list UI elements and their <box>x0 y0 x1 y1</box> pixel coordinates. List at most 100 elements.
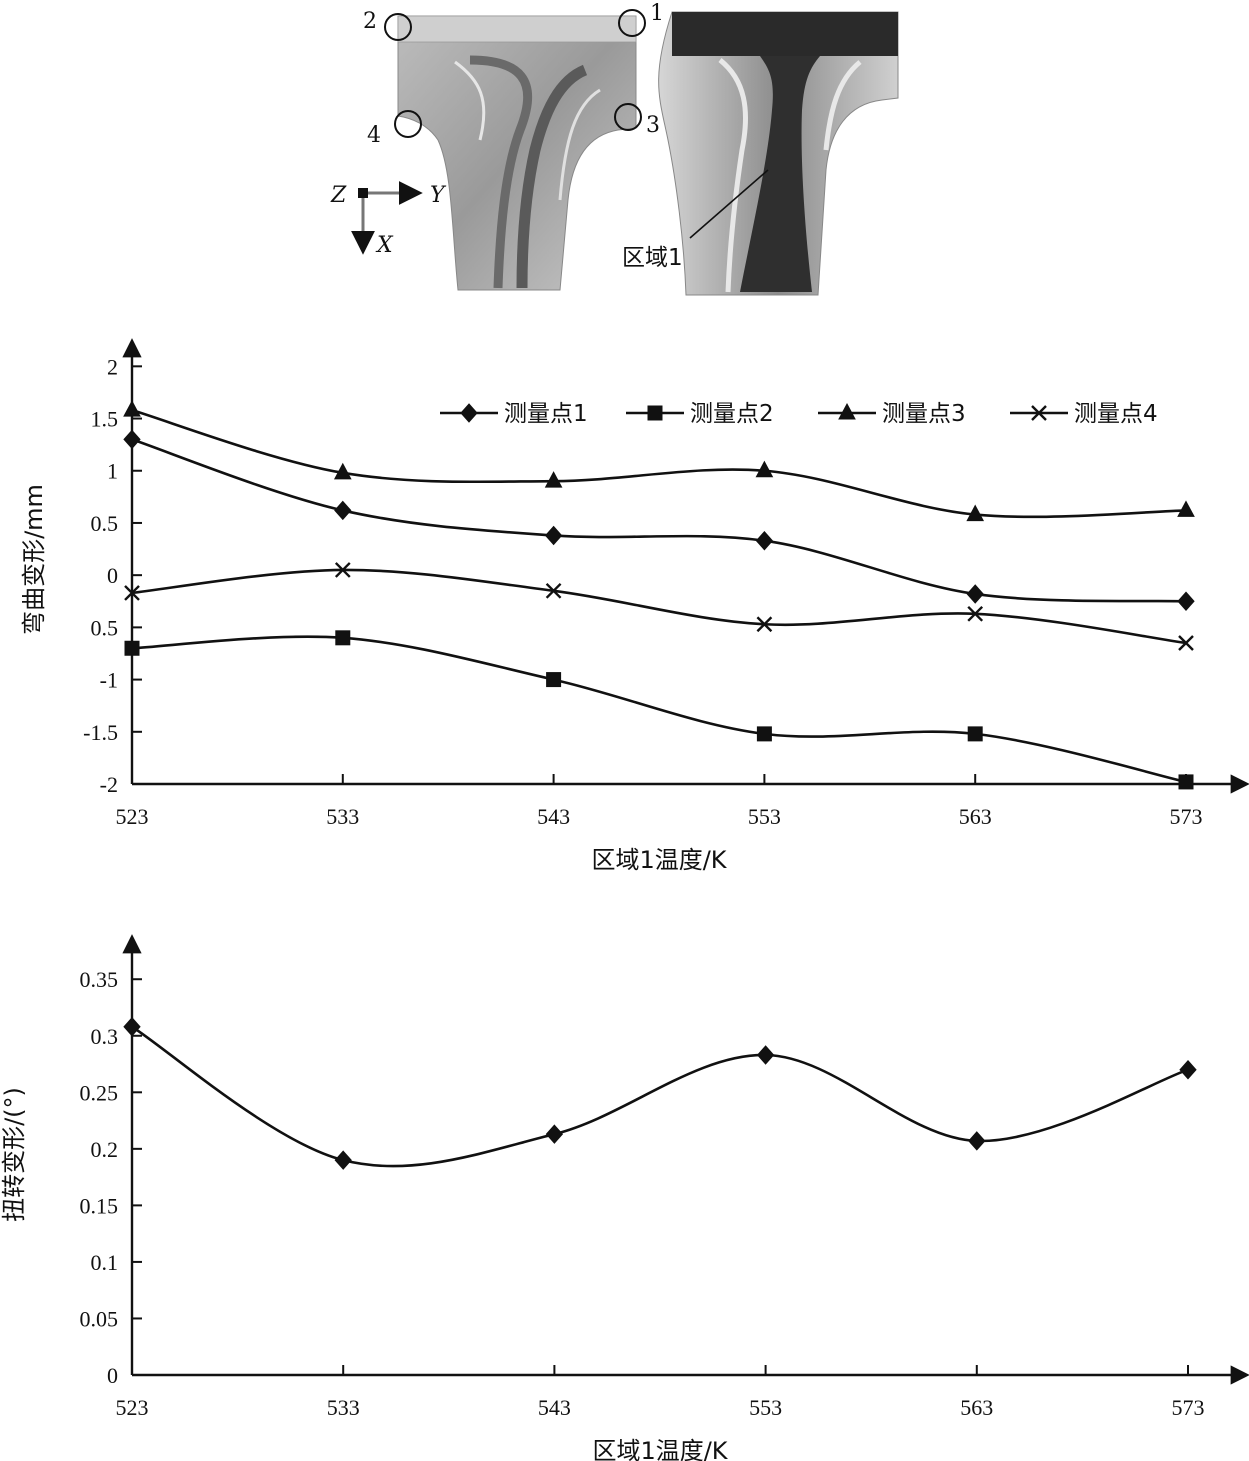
x-axis-title: 区域1温度/K <box>592 1437 728 1461</box>
series-line <box>131 635 1187 784</box>
series-line <box>131 1025 1189 1168</box>
legend-item-2: 测量点2 <box>626 401 774 427</box>
point-marker-2 <box>384 13 412 41</box>
x-tick-label: 553 <box>748 804 781 829</box>
x-marker <box>1031 405 1047 421</box>
x-marker <box>334 562 351 578</box>
y-tick-label: 0 <box>107 563 118 588</box>
series-line <box>131 438 1187 603</box>
diamond-marker <box>334 1150 352 1170</box>
y-tick-label: 0.25 <box>80 1080 119 1105</box>
y-tick-label: -1.5 <box>83 720 118 745</box>
x-tick-label: 543 <box>537 804 570 829</box>
series-2 <box>124 630 1194 790</box>
square-marker <box>124 640 140 656</box>
triangle-marker <box>123 400 141 417</box>
y-tick-label: 0.05 <box>80 1306 119 1331</box>
diamond-marker <box>123 429 141 450</box>
y-tick-label: 0.1 <box>91 1250 119 1275</box>
legend-item-4: 测量点4 <box>1010 401 1158 427</box>
left-component-view <box>397 15 637 291</box>
legend-item-1: 测量点1 <box>440 401 588 427</box>
diamond-marker <box>544 525 563 546</box>
x-tick-label: 543 <box>538 1395 571 1420</box>
x-tick-label: 533 <box>326 804 359 829</box>
x-tick-label: 523 <box>116 1395 149 1420</box>
y-tick-label: 0.5 <box>91 511 119 536</box>
series-1 <box>123 429 1195 612</box>
legend-item-3: 测量点3 <box>818 401 966 427</box>
triangle-marker <box>544 471 563 488</box>
legend-label: 测量点3 <box>882 401 966 427</box>
bending-deformation-chart: 523 533 543 553 563 573 -2 -1.5 -1 0.5 0 0.5 1 1.5 2 区域… <box>20 338 1249 874</box>
diamond-marker <box>756 1045 775 1065</box>
diamond-marker <box>460 403 478 423</box>
diamond-marker <box>123 1016 141 1037</box>
y-tick-label: -2 <box>100 772 118 797</box>
square-marker <box>967 726 983 742</box>
diamond-marker <box>966 584 984 604</box>
region-label: 区域1 <box>622 245 683 271</box>
x-tick-label: 553 <box>749 1395 782 1420</box>
x-tick-label: 533 <box>327 1395 360 1420</box>
y-tick-label: 0.5 <box>91 615 119 640</box>
x-marker <box>756 616 773 633</box>
square-marker <box>647 405 663 421</box>
x-marker <box>1178 635 1194 651</box>
square-marker <box>335 630 351 646</box>
coordinate-axes: Z Y X <box>330 181 447 258</box>
x-tick-label: 523 <box>116 804 149 829</box>
y-axis-title: 扭转变形/(°) <box>0 1087 28 1222</box>
diamond-marker <box>1179 1059 1197 1080</box>
x-tick-label: 563 <box>960 1395 993 1420</box>
series-4 <box>124 562 1194 651</box>
triangle-marker <box>1177 500 1195 517</box>
x-marker <box>124 585 140 601</box>
square-marker <box>756 726 772 742</box>
torsion-deformation-chart: 523 533 543 553 563 573 0 0.05 0.1 0.15 0.2 0.25 0.3… <box>0 934 1249 1461</box>
component-figure: 2 1 4 3 Z Y X 区域1 <box>330 1 899 296</box>
series-line <box>131 408 1187 519</box>
y-tick-label: 1.5 <box>91 407 119 432</box>
legend-label: 测量点4 <box>1074 401 1158 427</box>
point-marker-1 <box>618 9 646 37</box>
y-tick-label: 0.3 <box>91 1024 119 1049</box>
x-tick-label: 563 <box>959 804 992 829</box>
x-marker <box>967 605 984 622</box>
point-label-2: 2 <box>363 9 377 34</box>
x-tick-label: 573 <box>1170 804 1203 829</box>
point-label-3: 3 <box>646 113 660 138</box>
axis-x-label: X <box>375 233 394 258</box>
triangle-marker <box>838 402 856 420</box>
series-line <box>131 568 1187 645</box>
triangle-marker <box>333 462 352 480</box>
y-tick-label: 0.15 <box>80 1193 119 1218</box>
axis-y-label: Y <box>430 183 447 208</box>
axis-z-label: Z <box>330 183 347 208</box>
diamond-marker <box>968 1131 986 1151</box>
diamond-marker <box>755 530 774 551</box>
diamond-marker <box>1177 591 1195 612</box>
diamond-marker <box>545 1124 564 1144</box>
point-marker-4 <box>394 110 422 138</box>
series-1 <box>123 1016 1197 1170</box>
triangle-marker <box>966 504 985 522</box>
point-marker-3 <box>614 103 642 131</box>
y-tick-label: 2 <box>107 354 118 379</box>
x-marker <box>545 582 562 599</box>
x-axis-title: 区域1温度/K <box>591 846 727 874</box>
x-tick-label: 573 <box>1172 1395 1205 1420</box>
y-tick-label: -1 <box>100 668 118 693</box>
diamond-marker <box>334 500 352 521</box>
triangle-marker <box>755 460 774 478</box>
point-label-1: 1 <box>650 1 664 26</box>
square-marker <box>546 672 562 688</box>
y-axis-title: 弯曲变形/mm <box>20 484 48 635</box>
legend-label: 测量点2 <box>690 401 774 427</box>
series-3 <box>123 400 1195 522</box>
y-tick-label: 0.35 <box>80 967 119 992</box>
right-component-view <box>658 11 899 296</box>
legend-label: 测量点1 <box>504 401 588 427</box>
y-tick-label: 0 <box>107 1363 118 1388</box>
